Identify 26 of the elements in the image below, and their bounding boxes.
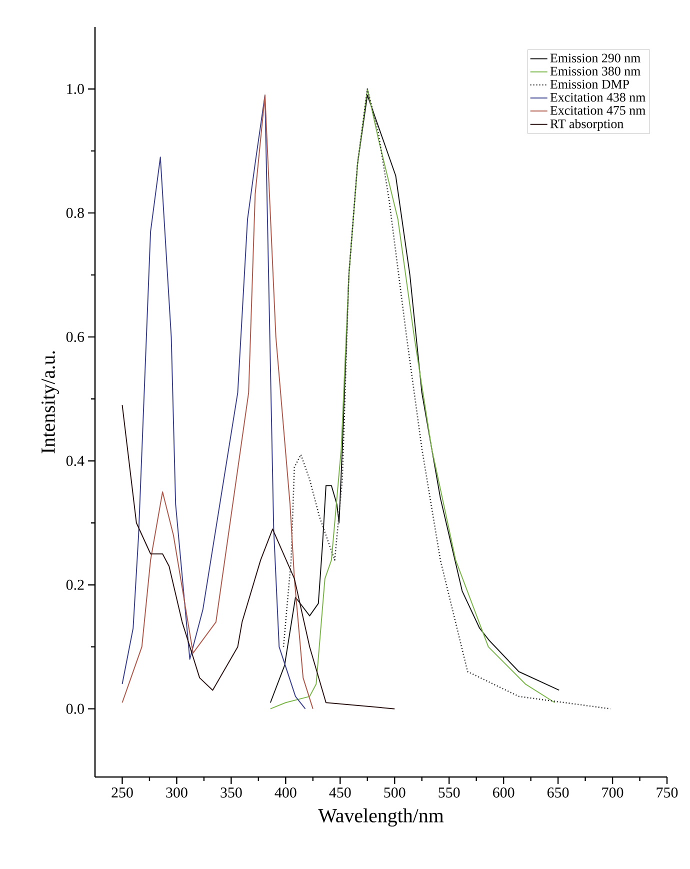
x-tick-label: 350	[220, 787, 242, 798]
y-tick-label: 0.2	[66, 580, 84, 590]
y-tick-label: 0.6	[66, 332, 84, 342]
y-tick-label: 0.0	[66, 704, 84, 714]
legend-label: Excitation 438 nm	[550, 92, 646, 102]
legend-label: Emission 380 nm	[550, 66, 640, 76]
x-tick-label: 500	[384, 787, 406, 798]
x-tick-label: 450	[329, 787, 351, 798]
x-tick-label: 300	[166, 787, 188, 798]
x-tick-label: 550	[438, 787, 460, 798]
legend-label: Emission 290 nm	[550, 54, 640, 62]
x-tick-label: 650	[547, 787, 569, 798]
legend-label: Excitation 475 nm	[550, 106, 646, 115]
x-axis-title: Wavelength/nm	[318, 808, 444, 827]
y-axis-title: Intensity/a.u.	[42, 351, 59, 454]
x-tick-label: 600	[493, 787, 514, 798]
legend-label: Emission DMP	[550, 80, 629, 89]
y-tick-label: 1.0	[67, 84, 84, 94]
y-tick-label: 0.4	[66, 456, 84, 466]
x-tick-label: 250	[112, 787, 133, 798]
x-tick-label: 750	[656, 787, 678, 798]
x-tick-label: 700	[602, 787, 624, 798]
line-series	[122, 404, 396, 710]
x-tick-label: 400	[274, 787, 296, 798]
legend-label: RT absorption	[550, 119, 624, 131]
y-tick-label: 0.8	[66, 208, 84, 218]
